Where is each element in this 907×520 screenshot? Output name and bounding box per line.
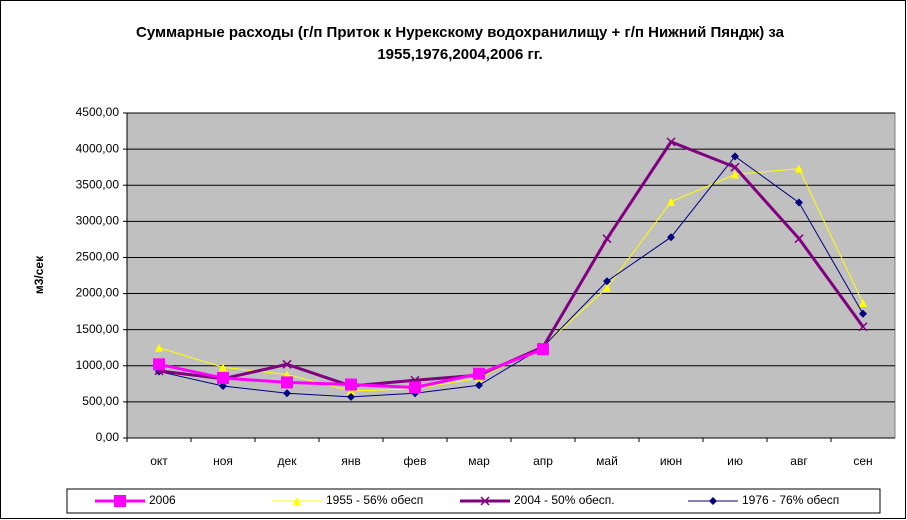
marker — [281, 376, 293, 389]
marker — [345, 378, 357, 391]
marker — [603, 283, 611, 292]
marker — [795, 164, 803, 173]
marker — [795, 198, 803, 207]
legend-label: 2004 - 50% обесп. — [514, 493, 615, 507]
marker — [666, 137, 676, 147]
x-tick-label: апр — [533, 454, 553, 468]
marker — [217, 372, 229, 385]
marker — [858, 322, 868, 332]
marker — [667, 197, 675, 206]
marker — [667, 233, 675, 242]
x-tick-label: ноя — [213, 454, 233, 468]
x-tick-label: фев — [404, 454, 427, 468]
marker — [219, 363, 227, 372]
x-tick-label: окт — [150, 454, 168, 468]
marker — [153, 358, 165, 371]
chart-title: Суммарные расходы (г/п Приток к Нурекско… — [135, 24, 784, 63]
x-tick-label: сен — [853, 454, 872, 468]
marker — [480, 496, 490, 506]
marker — [114, 495, 126, 507]
marker — [730, 162, 740, 172]
marker — [473, 367, 485, 380]
y-tick-label: 4000,00 — [76, 141, 120, 155]
marker — [537, 343, 549, 356]
marker — [409, 381, 421, 394]
y-tick-label: 3500,00 — [76, 177, 120, 191]
series-line — [158, 155, 864, 398]
y-tick-label: 0,00 — [96, 430, 120, 444]
marker — [282, 359, 292, 369]
x-tick-label: июн — [660, 454, 682, 468]
y-tick-label: 500,00 — [82, 394, 119, 408]
y-tick-label: 3000,00 — [76, 214, 120, 228]
marker — [293, 497, 301, 505]
y-tick-label: 1500,00 — [76, 322, 120, 336]
y-axis-label: м3/сек — [32, 255, 46, 294]
marker — [602, 234, 612, 244]
marker — [347, 387, 355, 396]
legend-label: 2006 — [149, 493, 176, 507]
marker — [859, 309, 867, 318]
legend-label: 1955 - 56% обесп — [326, 493, 423, 507]
x-tick-label: май — [596, 454, 618, 468]
marker — [709, 497, 717, 505]
y-tick-label: 1000,00 — [76, 358, 120, 372]
marker — [731, 170, 739, 179]
marker — [603, 277, 611, 286]
plot-area — [126, 112, 896, 439]
x-tick-label: мар — [468, 454, 490, 468]
x-tick-label: дек — [278, 454, 298, 468]
y-tick-label: 4500,00 — [76, 105, 120, 119]
x-tick-label: ию — [727, 454, 743, 468]
y-tick-label: 2500,00 — [76, 250, 120, 264]
legend-label: 1976 - 76% обесп — [742, 493, 839, 507]
y-tick-label: 2000,00 — [76, 286, 120, 300]
marker — [859, 298, 867, 307]
x-tick-label: авг — [790, 454, 808, 468]
marker — [731, 152, 739, 161]
marker — [794, 234, 804, 244]
x-tick-label: янв — [341, 454, 361, 468]
marker — [347, 392, 355, 401]
marker — [475, 381, 483, 390]
marker — [155, 343, 163, 352]
marker — [283, 389, 291, 398]
